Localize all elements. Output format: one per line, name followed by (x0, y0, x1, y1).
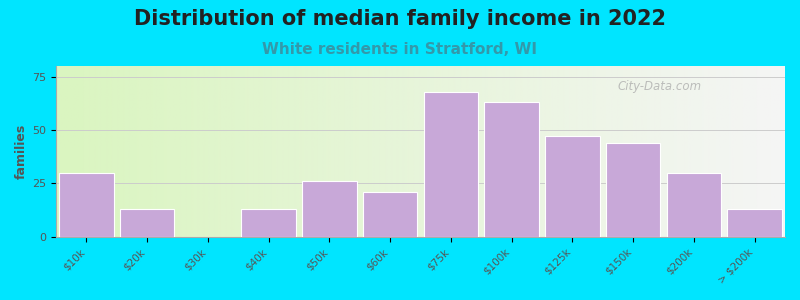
Bar (545, 136, 600, 237)
Bar (242, 209, 296, 237)
Bar (120, 209, 174, 237)
Bar (606, 143, 661, 237)
Y-axis label: families: families (15, 124, 28, 179)
Bar (727, 209, 782, 237)
Bar (302, 181, 357, 237)
Bar (666, 173, 722, 237)
Text: Distribution of median family income in 2022: Distribution of median family income in … (134, 9, 666, 29)
Text: White residents in Stratford, WI: White residents in Stratford, WI (262, 42, 538, 57)
Text: City-Data.com: City-Data.com (618, 80, 702, 93)
Bar (423, 92, 478, 237)
Bar (484, 102, 539, 237)
Bar (59, 173, 114, 237)
Bar (362, 192, 418, 237)
